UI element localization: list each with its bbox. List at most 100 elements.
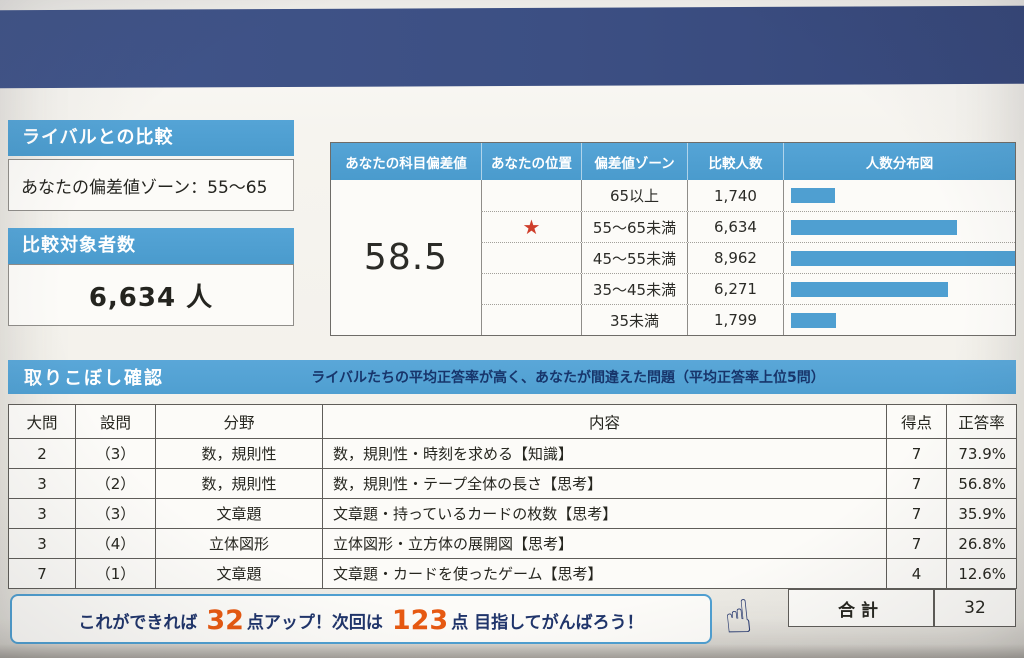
bar-cell bbox=[783, 274, 1015, 304]
content-cell: 文章題・カードを使ったゲーム【思考】 bbox=[322, 558, 887, 589]
count-value: 8,962 bbox=[687, 243, 783, 273]
zone-label: 35未満 bbox=[581, 305, 687, 335]
col-header-big-question: 大問 bbox=[8, 404, 76, 439]
distribution-bar bbox=[791, 219, 957, 235]
zone-label: 65以上 bbox=[581, 180, 687, 211]
field-cell: 数，規則性 bbox=[155, 438, 323, 469]
comparison-count-box: 6,634 人 bbox=[8, 264, 294, 326]
bar-cell bbox=[783, 305, 1015, 335]
position-cell bbox=[481, 180, 581, 211]
subject-deviation-score: 58.5 bbox=[363, 237, 449, 278]
sub-question-cell: （1） bbox=[75, 558, 156, 589]
content-cell: 文章題・持っているカードの枚数【思考】 bbox=[322, 498, 887, 529]
pointing-hand-icon: ☝ bbox=[721, 588, 755, 646]
missed-check-band: 取りこぼし確認 ライバルたちの平均正答率が高く、あなたが間違えた問題（平均正答率… bbox=[8, 360, 1016, 394]
rate-cell: 26.8% bbox=[946, 528, 1017, 559]
encouragement-message: これができれば 32 点アップ！次回は 123 点 目指してがんばろう！ bbox=[78, 604, 644, 636]
score-cell: 4 bbox=[886, 558, 947, 589]
sub-question-cell: （3） bbox=[75, 498, 156, 529]
score-cell: 7 bbox=[886, 438, 947, 469]
distribution-table: あなたの科目偏差値 あなたの位置 偏差値ゾーン 比較人数 人数分布図 58.5 … bbox=[330, 142, 1016, 336]
message-part3: 点 目指してがんばろう！ bbox=[451, 612, 644, 633]
sub-question-cell: （2） bbox=[75, 468, 156, 499]
distribution-row: 45〜55未満 8,962 bbox=[481, 242, 1015, 273]
total-label: 合計 bbox=[788, 589, 934, 627]
big-question-cell: 7 bbox=[8, 558, 76, 589]
encouragement-message-box: これができれば 32 点アップ！次回は 123 点 目指してがんばろう！ bbox=[10, 594, 712, 644]
deviation-zone-box: あなたの偏差値ゾーン：55〜65 bbox=[8, 159, 294, 211]
distribution-bar bbox=[791, 188, 835, 203]
missed-check-subtitle: ライバルたちの平均正答率が高く、あなたが間違えた問題（平均正答率上位5問） bbox=[311, 370, 825, 386]
table-row: 3 （4） 立体図形 立体図形・立方体の展開図【思考】 7 26.8% bbox=[8, 528, 1017, 559]
big-question-cell: 3 bbox=[8, 528, 76, 559]
rate-cell: 73.9% bbox=[946, 438, 1017, 469]
bar-cell bbox=[783, 212, 1015, 242]
col-header-score: 得点 bbox=[886, 404, 947, 439]
header-your-position: あなたの位置 bbox=[481, 143, 581, 180]
field-cell: 文章題 bbox=[155, 558, 323, 589]
zone-label: 55〜65未満 bbox=[581, 212, 687, 242]
distribution-row: 35〜45未満 6,271 bbox=[481, 273, 1015, 304]
distribution-row: 35未満 1,799 bbox=[481, 304, 1015, 335]
score-cell: 7 bbox=[886, 498, 947, 529]
table-row: 3 （2） 数，規則性 数，規則性・テープ全体の長さ【思考】 7 56.8% bbox=[8, 468, 1017, 499]
deviation-zone-text: あなたの偏差値ゾーン：55〜65 bbox=[21, 177, 268, 198]
distribution-table-header: あなたの科目偏差値 あなたの位置 偏差値ゾーン 比較人数 人数分布図 bbox=[331, 143, 1015, 180]
header-distribution-chart: 人数分布図 bbox=[783, 143, 1015, 180]
count-value: 1,740 bbox=[687, 180, 783, 211]
sub-question-cell: （3） bbox=[75, 438, 156, 469]
position-cell bbox=[481, 274, 581, 304]
content-cell: 数，規則性・テープ全体の長さ【思考】 bbox=[322, 468, 887, 499]
target-score-value: 123 bbox=[391, 604, 449, 636]
table-row: 3 （3） 文章題 文章題・持っているカードの枚数【思考】 7 35.9% bbox=[8, 498, 1017, 529]
col-header-field: 分野 bbox=[155, 404, 323, 439]
content-cell: 数，規則性・時刻を求める【知識】 bbox=[322, 438, 887, 469]
count-value: 6,634 bbox=[687, 212, 783, 242]
bar-cell bbox=[783, 180, 1015, 211]
col-header-sub-question: 設問 bbox=[75, 404, 156, 439]
distribution-row: 65以上 1,740 bbox=[481, 180, 1015, 211]
sub-question-cell: （4） bbox=[75, 528, 156, 559]
big-question-cell: 2 bbox=[8, 438, 76, 469]
count-value: 1,799 bbox=[687, 305, 783, 335]
big-question-cell: 3 bbox=[8, 468, 76, 499]
header-subject-deviation: あなたの科目偏差値 bbox=[345, 155, 467, 172]
score-cell: 7 bbox=[886, 528, 947, 559]
total-value: 32 bbox=[934, 589, 1016, 627]
missed-check-title: 取りこぼし確認 bbox=[24, 368, 164, 389]
distribution-bar bbox=[791, 312, 836, 328]
col-header-content: 内容 bbox=[322, 404, 887, 439]
header-comparison-count: 比較人数 bbox=[687, 143, 783, 180]
position-cell bbox=[481, 305, 581, 335]
table-row: 2 （3） 数，規則性 数，規則性・時刻を求める【知識】 7 73.9% bbox=[8, 438, 1017, 469]
rate-cell: 12.6% bbox=[946, 558, 1017, 589]
rival-comparison-header: ライバルとの比較 bbox=[8, 120, 294, 156]
zone-label: 35〜45未満 bbox=[581, 274, 687, 304]
comparison-count-header-label: 比較対象者数 bbox=[22, 235, 136, 256]
big-question-cell: 3 bbox=[8, 498, 76, 529]
message-part1: これができれば bbox=[78, 612, 204, 633]
rival-comparison-section: ライバルとの比較 あなたの偏差値ゾーン：55〜65 比較対象者数 6,634 人 bbox=[8, 120, 294, 326]
content-cell: 立体図形・立方体の展開図【思考】 bbox=[322, 528, 887, 559]
zone-label: 45〜55未満 bbox=[581, 243, 687, 273]
rival-comparison-header-label: ライバルとの比較 bbox=[22, 127, 174, 148]
missed-questions-table: 大問 設問 分野 内容 得点 正答率 2 （3） 数，規則性 数，規則性・時刻を… bbox=[8, 404, 1017, 589]
missed-table-header-row: 大問 設問 分野 内容 得点 正答率 bbox=[8, 404, 1017, 439]
distribution-rows: 65以上 1,740 ★ 55〜65未満 6,634 45〜55未満 8,962 bbox=[481, 180, 1015, 335]
distribution-row: ★ 55〜65未満 6,634 bbox=[481, 211, 1015, 242]
bar-cell bbox=[783, 243, 1015, 273]
table-row: 7 （1） 文章題 文章題・カードを使ったゲーム【思考】 4 12.6% bbox=[8, 558, 1017, 589]
position-cell bbox=[481, 243, 581, 273]
field-cell: 数，規則性 bbox=[155, 468, 323, 499]
count-value: 6,271 bbox=[687, 274, 783, 304]
field-cell: 文章題 bbox=[155, 498, 323, 529]
distribution-bar bbox=[791, 250, 1015, 266]
total-row: 合計 32 bbox=[788, 589, 1016, 627]
photo-bottom-shadow bbox=[0, 644, 1024, 658]
points-up-value: 32 bbox=[206, 604, 244, 636]
score-cell: 7 bbox=[886, 468, 947, 499]
comparison-count-header: 比較対象者数 bbox=[8, 228, 294, 264]
rate-cell: 35.9% bbox=[946, 498, 1017, 529]
your-position-star-icon: ★ bbox=[522, 215, 541, 239]
